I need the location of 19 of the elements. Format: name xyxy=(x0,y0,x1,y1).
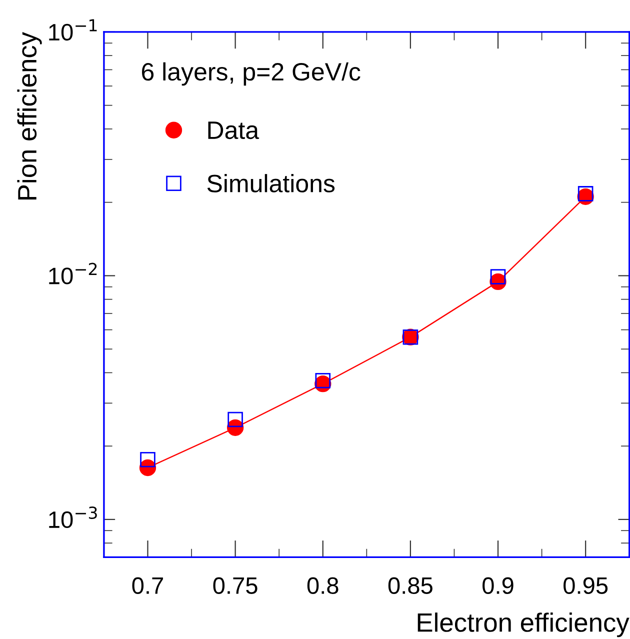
annotation: 6 layers, p=2 GeV/c xyxy=(142,62,360,86)
x-tick-label: 0.95 xyxy=(564,577,608,594)
y-tick-label: 10$^{−3}$ xyxy=(49,506,97,528)
x-tick-label: 0.8 xyxy=(307,577,338,594)
point xyxy=(578,186,594,202)
point xyxy=(315,373,331,388)
y-tick-label: 10$^{−2}$ xyxy=(49,262,97,284)
point xyxy=(228,412,243,428)
point xyxy=(490,269,506,284)
x-tick-label: 0.75 xyxy=(213,577,258,594)
x-tick-label: 0.7 xyxy=(132,577,163,594)
legend-label: Data xyxy=(208,122,260,140)
x-axis-title: Electron efficiency xyxy=(418,612,630,638)
y-axis-title: Pion efficiency xyxy=(17,32,42,200)
legend-label: Simulations xyxy=(207,174,335,192)
y-tick-label: 10$^{−1}$ xyxy=(49,19,97,41)
x-tick-label: 0.85 xyxy=(388,577,432,594)
x-tick-label: 0.9 xyxy=(482,577,514,594)
point xyxy=(140,452,156,468)
